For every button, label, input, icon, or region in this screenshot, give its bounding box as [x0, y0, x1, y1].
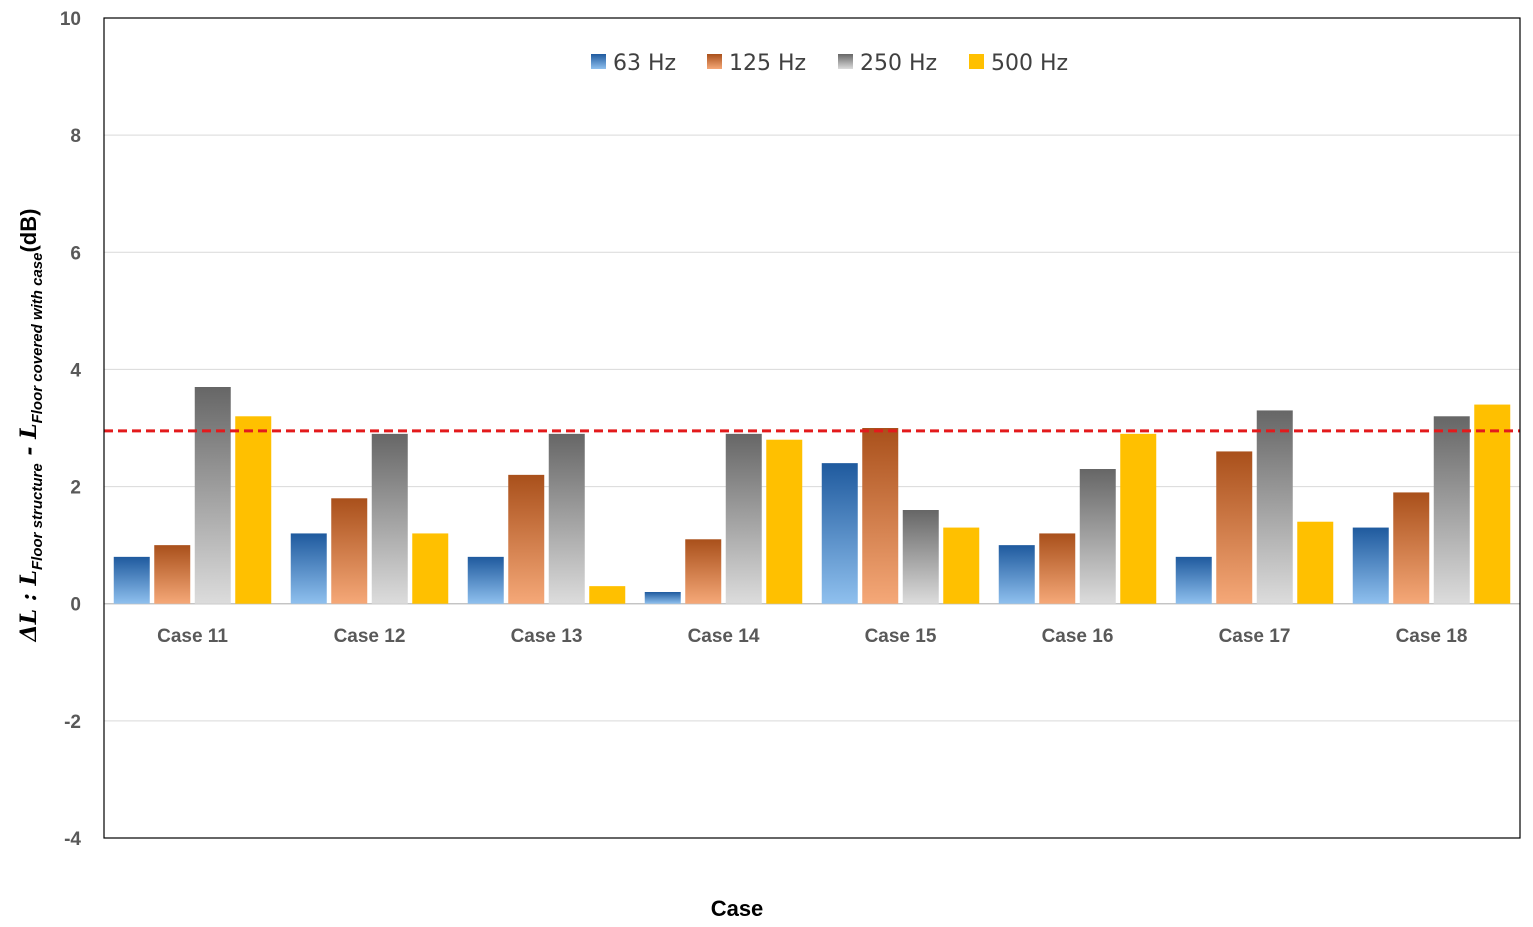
category-label: Case 13 — [511, 626, 583, 647]
bar — [467, 556, 504, 604]
bar — [1039, 533, 1076, 604]
category-label: Case 14 — [688, 626, 760, 647]
y-tick-labels: -4 -2 0 2 4 6 8 10 — [60, 9, 82, 850]
y-tick-label: 4 — [70, 360, 81, 381]
bar — [644, 592, 681, 604]
y-axis-title-sub1: Floor structure — [29, 463, 46, 570]
x-axis-title: Case — [711, 896, 764, 921]
y-tick-label: -2 — [64, 712, 81, 733]
y-axis-title-mid: - L — [16, 423, 42, 463]
category-label: Case 11 — [157, 626, 228, 647]
y-axis-title-sub2: Floor covered with case — [29, 253, 46, 424]
y-tick-label: 2 — [70, 478, 81, 499]
legend-swatch — [969, 54, 984, 69]
bar — [1297, 521, 1334, 604]
legend-swatch — [838, 54, 853, 69]
legend-swatch — [707, 54, 722, 69]
y-tick-label: 0 — [70, 595, 81, 616]
category-label: Case 15 — [865, 626, 937, 647]
bar — [943, 527, 980, 604]
category-label: Case 12 — [334, 626, 406, 647]
y-axis-title-prefix: ΔL : L — [16, 570, 42, 642]
gridlines — [104, 134, 1520, 722]
bar — [371, 433, 408, 604]
bar — [862, 428, 899, 604]
bar — [766, 439, 803, 604]
legend-label: 63 Hz — [613, 51, 676, 76]
bar — [1175, 556, 1212, 604]
bar — [1256, 410, 1293, 604]
legend-label: 500 Hz — [991, 51, 1068, 76]
legend-label: 125 Hz — [729, 51, 806, 76]
bar — [725, 433, 762, 604]
y-axis-title: ΔL : LFloor structure - LFloor covered w… — [16, 209, 46, 643]
bar — [548, 433, 585, 604]
bar — [998, 545, 1035, 604]
bar — [113, 556, 150, 604]
bar — [194, 387, 231, 604]
bar — [685, 539, 722, 604]
y-tick-label: 8 — [70, 126, 81, 147]
y-tick-label: 10 — [60, 9, 81, 30]
bar — [902, 510, 939, 604]
legend-label: 250 Hz — [860, 51, 937, 76]
plot-area — [103, 17, 1521, 839]
bar — [1120, 433, 1157, 604]
y-tick-label: 6 — [70, 243, 81, 264]
bar — [1474, 404, 1511, 604]
bar — [154, 545, 191, 604]
bar — [1433, 416, 1470, 604]
y-axis-title-suffix: (dB) — [16, 209, 41, 253]
bar — [235, 416, 272, 604]
bar — [412, 533, 449, 604]
bar — [1352, 527, 1389, 604]
bars — [113, 387, 1511, 604]
legend: 63 Hz 125 Hz 250 Hz 500 Hz — [591, 51, 1068, 76]
bar — [331, 498, 368, 604]
bar — [290, 533, 327, 604]
bar — [508, 474, 545, 604]
category-labels: Case 11 Case 12 Case 13 Case 14 Case 15 Case … — [157, 626, 1467, 647]
bar — [821, 463, 858, 604]
category-label: Case 17 — [1219, 626, 1291, 647]
y-tick-label: -4 — [64, 829, 81, 850]
category-label: Case 16 — [1042, 626, 1114, 647]
bar — [589, 586, 626, 604]
bar — [1216, 451, 1253, 604]
bar — [1079, 469, 1116, 604]
bar — [1393, 492, 1430, 604]
category-label: Case 18 — [1396, 626, 1468, 647]
legend-swatch — [591, 54, 606, 69]
